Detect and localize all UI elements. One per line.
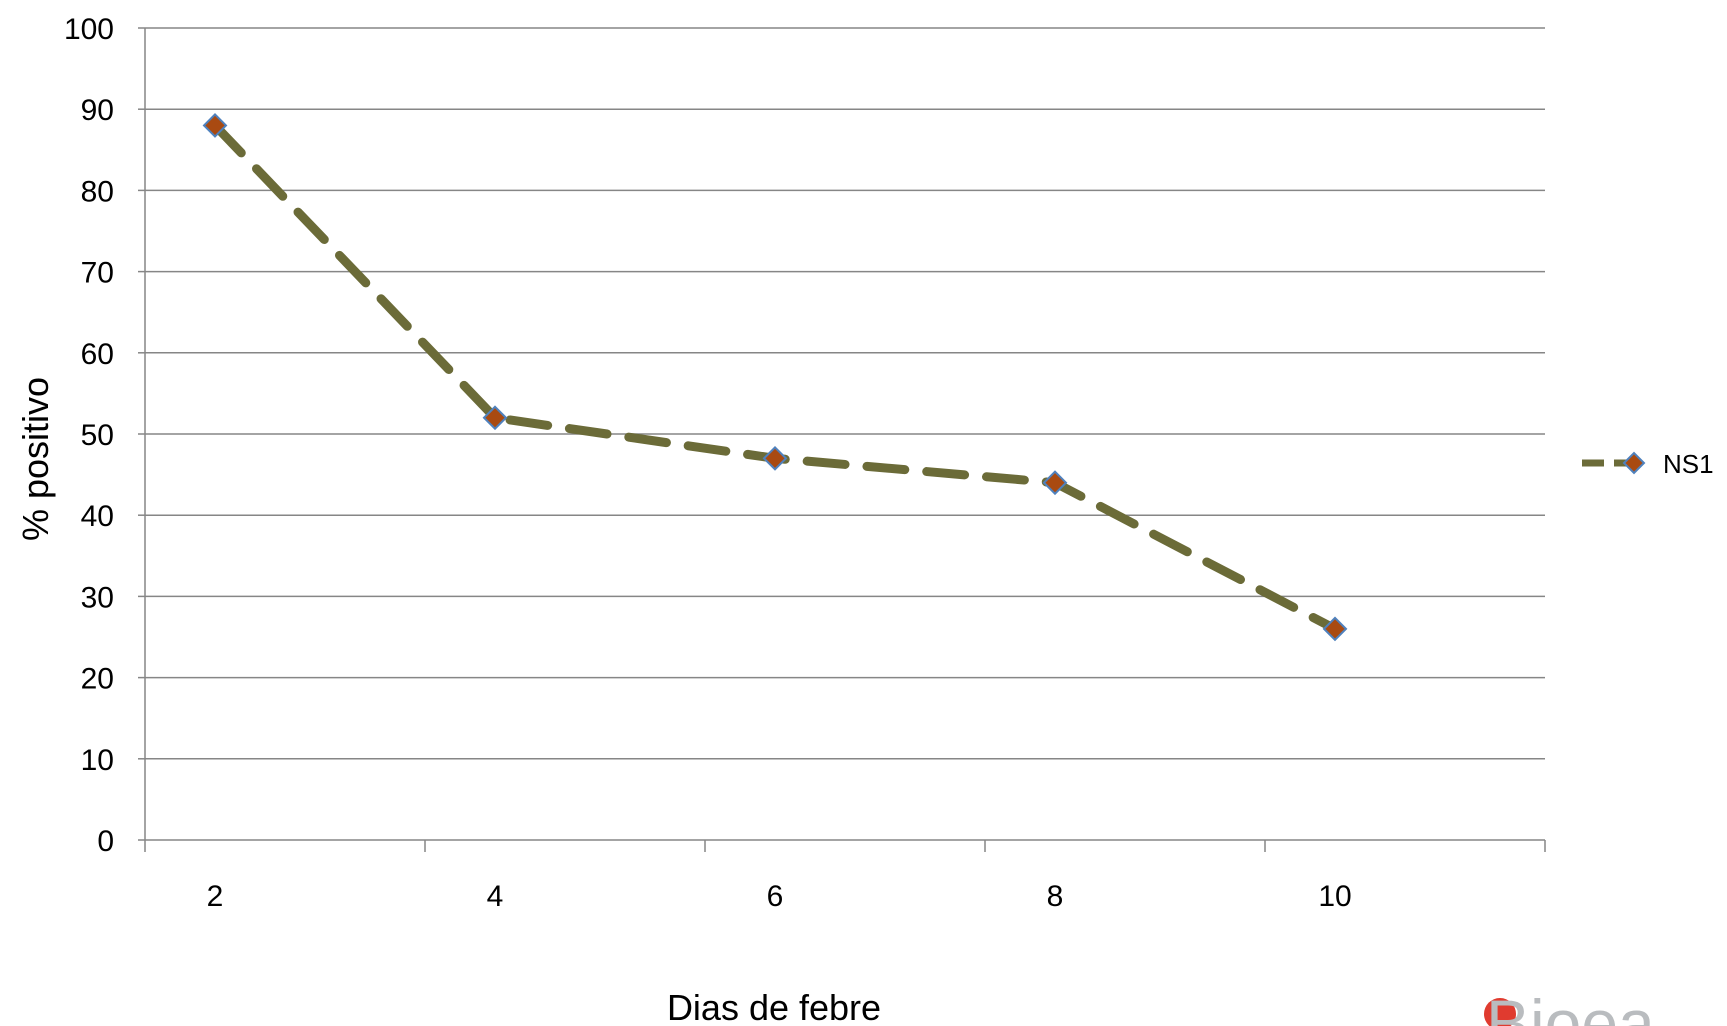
gridlines — [145, 27, 1545, 760]
series-ns1 — [202, 113, 1348, 642]
x-tick-label-2: 2 — [207, 880, 224, 913]
y-tick-label-20: 20 — [81, 663, 114, 696]
y-tick-label-50: 50 — [81, 419, 114, 452]
data-point-ns1-10 — [1322, 616, 1348, 642]
y-tick-labels: 0 10 20 30 40 50 60 70 80 90 100 — [64, 13, 114, 858]
y-tick-label-80: 80 — [81, 175, 114, 208]
data-point-ns1-4 — [482, 405, 508, 431]
legend-marker-swatch — [1622, 451, 1646, 475]
x-axis-title: Dias de febre — [667, 987, 881, 1026]
bioea-logo: Bioea — [1484, 986, 1655, 1026]
data-point-ns1-6 — [762, 445, 788, 471]
y-tick-label-30: 30 — [81, 581, 114, 614]
y-tick-label-90: 90 — [81, 94, 114, 127]
x-tick-label-6: 6 — [767, 880, 784, 913]
y-tick-label-100: 100 — [64, 13, 114, 46]
series-line-ns1 — [210, 120, 1340, 634]
legend-label-ns1: NS1 — [1663, 449, 1714, 479]
y-tick-label-60: 60 — [81, 338, 114, 371]
x-tick-label-10: 10 — [1318, 880, 1351, 913]
x-tick-label-4: 4 — [487, 880, 504, 913]
data-point-ns1-8 — [1042, 470, 1068, 496]
data-point-ns1-2 — [202, 113, 228, 138]
y-tick-label-0: 0 — [97, 825, 114, 858]
logo-text: Bioea — [1486, 986, 1655, 1026]
axes — [138, 27, 1546, 852]
y-tick-label-10: 10 — [81, 744, 114, 777]
y-tick-label-40: 40 — [81, 500, 114, 533]
y-tick-label-70: 70 — [81, 257, 114, 290]
y-axis-title: % positivo — [15, 377, 56, 541]
x-tick-label-8: 8 — [1047, 880, 1064, 913]
x-tick-labels: 2 4 6 8 10 — [207, 880, 1352, 913]
logo-cross-mark — [1484, 998, 1516, 1026]
legend: NS1 — [1582, 449, 1714, 479]
